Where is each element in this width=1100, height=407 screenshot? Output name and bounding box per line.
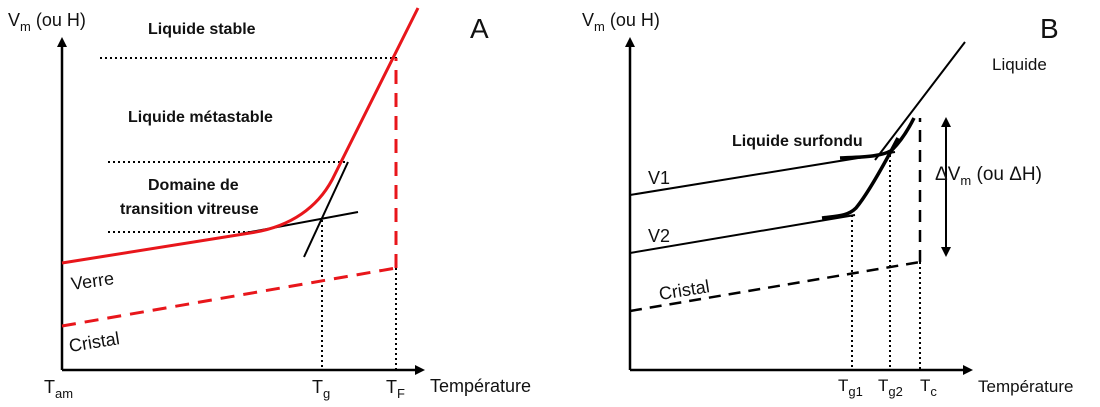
panel-a-verre-label: Verre <box>70 268 115 294</box>
panel-b-liquid-line <box>874 41 966 161</box>
panel-a-y-axis-label: Vm (ou H) <box>8 10 86 34</box>
panel-a-letter: A <box>470 13 489 44</box>
panel-b-v2-line <box>629 214 856 254</box>
panel-a-liquid-glass-curve <box>61 7 420 265</box>
panel-b-delta-label: ΔVm (ou ΔH) <box>935 164 1042 188</box>
panel-b-letter: B <box>1040 13 1059 44</box>
panel-a-cristal-label: Cristal <box>67 328 121 356</box>
panel-a-tick-tg: Tg <box>312 377 330 401</box>
panel-b-y-axis-label: Vm (ou H) <box>582 10 660 34</box>
panel-a-tick-tf: TF <box>386 377 405 401</box>
panel-a-liquid-tangent <box>303 161 349 258</box>
panel-b: Vm (ou H) B Liquide Liquide surfondu V1 … <box>582 10 1073 399</box>
panel-a: Vm (ou H) A Liquide stable Liquide métas… <box>8 7 531 401</box>
panel-a-crystal-line <box>61 266 397 328</box>
panel-b-v1-label: V1 <box>648 168 670 188</box>
panel-b-x-axis-label: Température <box>978 377 1073 396</box>
panel-b-tick-tc: Tc <box>920 376 937 399</box>
panel-b-tick-tg1: Tg1 <box>838 376 863 399</box>
panel-a-domaine-label-line2: transition vitreuse <box>120 201 259 218</box>
panel-b-liquide-label: Liquide <box>992 55 1047 74</box>
panel-b-v2-label: V2 <box>648 226 670 246</box>
panel-a-domaine-label-line1: Domaine de <box>148 177 239 194</box>
panel-a-x-axis-label: Température <box>430 376 531 396</box>
panel-b-v2-transition <box>821 137 900 220</box>
panel-b-liquide-surfondu-label: Liquide surfondu <box>732 133 863 150</box>
panel-b-crystal-line <box>629 260 921 313</box>
panel-a-liquide-metastable-label: Liquide métastable <box>128 109 273 126</box>
panel-a-tick-tam: Tam <box>44 377 73 401</box>
panel-b-cristal-label: Cristal <box>657 276 711 304</box>
panel-b-tick-tg2: Tg2 <box>878 376 903 399</box>
panel-a-liquide-stable-label: Liquide stable <box>148 21 256 38</box>
